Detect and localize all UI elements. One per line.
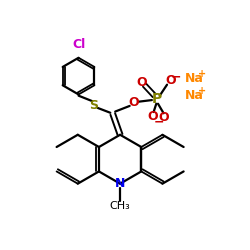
Text: N: N <box>115 177 125 190</box>
Text: Na: Na <box>185 89 204 102</box>
Text: Na: Na <box>185 72 204 85</box>
Text: S: S <box>89 99 98 112</box>
Text: O: O <box>148 110 158 123</box>
Text: CH₃: CH₃ <box>110 201 130 211</box>
Text: Cl: Cl <box>72 38 85 51</box>
Text: +: + <box>198 86 206 96</box>
Text: P: P <box>152 92 162 106</box>
Text: −: − <box>154 116 164 128</box>
Text: O: O <box>165 74 175 88</box>
Text: +: + <box>198 69 206 79</box>
Text: O: O <box>137 76 147 89</box>
Text: O: O <box>159 111 170 124</box>
Text: −: − <box>170 70 181 83</box>
Text: O: O <box>128 96 139 110</box>
